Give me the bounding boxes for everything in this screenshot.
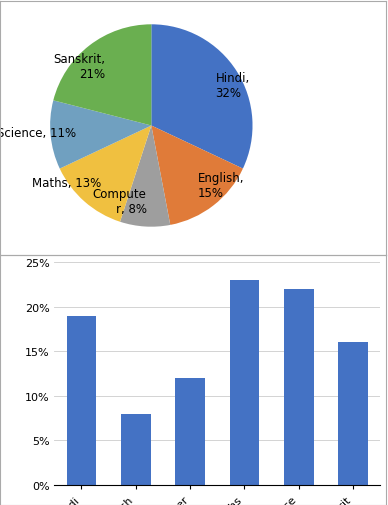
Wedge shape <box>151 126 243 225</box>
Bar <box>121 414 151 485</box>
Bar <box>230 280 260 485</box>
Text: Maths, 13%: Maths, 13% <box>32 177 101 189</box>
Bar <box>284 289 314 485</box>
Bar <box>338 342 368 485</box>
Wedge shape <box>151 25 253 169</box>
Text: Hindi,
32%: Hindi, 32% <box>215 72 249 99</box>
Text: English,
15%: English, 15% <box>198 172 244 200</box>
Wedge shape <box>60 126 151 222</box>
Bar <box>67 316 96 485</box>
Bar <box>175 378 205 485</box>
Wedge shape <box>120 126 170 227</box>
Text: Compute
r, 8%: Compute r, 8% <box>93 188 147 216</box>
Wedge shape <box>50 101 151 169</box>
Text: Sanskrit,
21%: Sanskrit, 21% <box>53 53 105 80</box>
Text: Science, 11%: Science, 11% <box>0 127 76 140</box>
Wedge shape <box>53 25 151 126</box>
